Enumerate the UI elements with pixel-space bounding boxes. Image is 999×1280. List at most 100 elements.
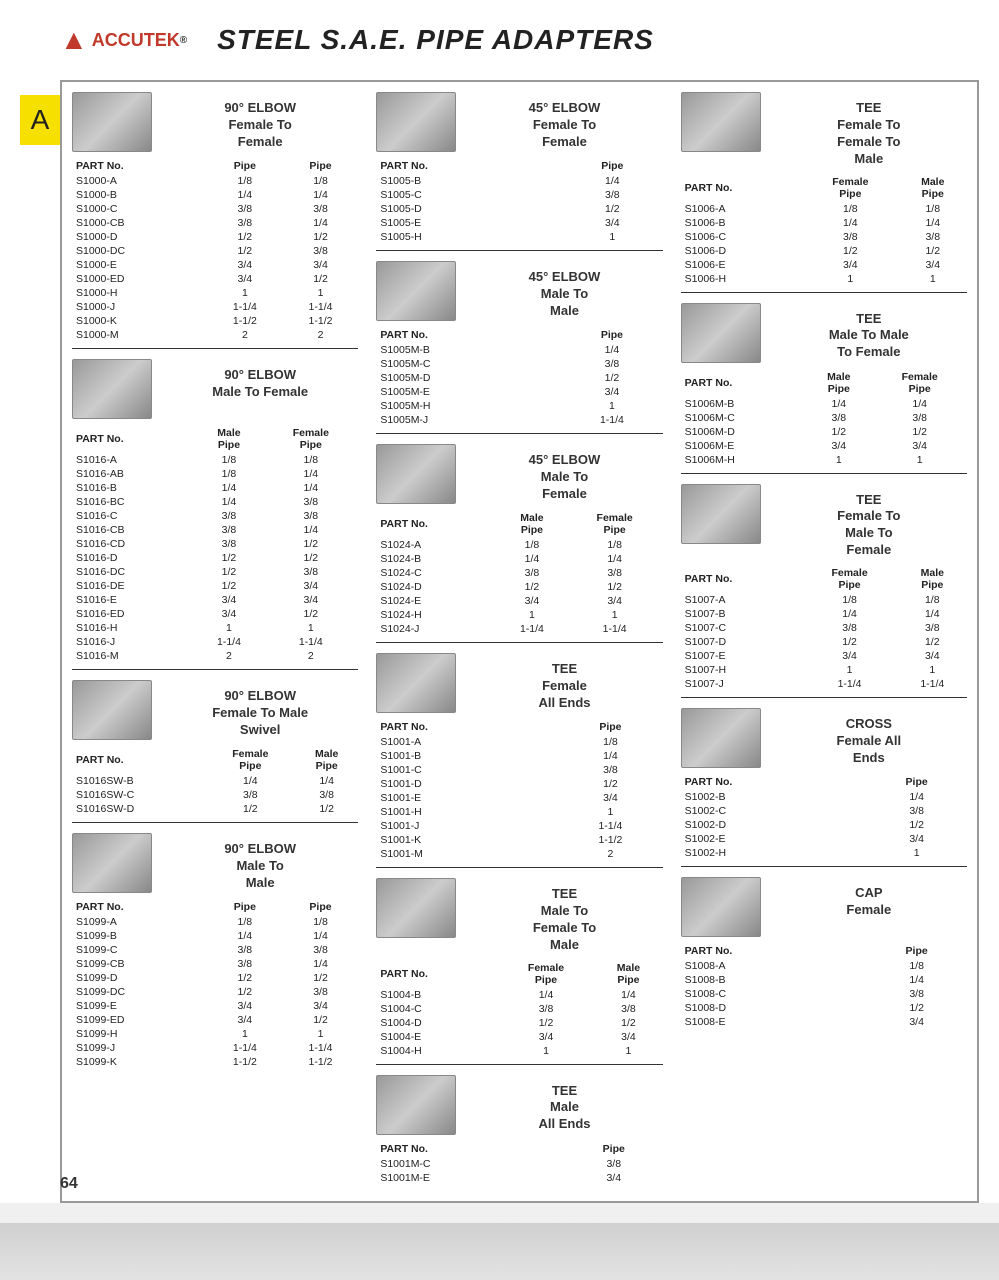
table-cell: 1/8 <box>899 202 967 216</box>
table-row: S1099-ED3/41/2 <box>72 1013 358 1027</box>
table-header: MalePipe <box>497 510 566 538</box>
table-cell: 1 <box>594 1044 662 1058</box>
table-header: PART No. <box>376 719 558 735</box>
product-image <box>681 303 761 363</box>
table-cell: 1/4 <box>206 774 295 788</box>
product-image <box>681 484 761 544</box>
table-cell: S1007-E <box>681 649 802 663</box>
product-title: TEEFemaleAll Ends <box>466 653 662 712</box>
table-cell: 3/4 <box>195 607 264 621</box>
table-cell: 1/8 <box>207 174 283 188</box>
table-header: Pipe <box>866 774 967 790</box>
parts-table: PART No.FemalePipeMalePipeS1006-A1/81/8S… <box>681 174 967 286</box>
product-image <box>376 261 456 321</box>
table-row: S1001-M2 <box>376 847 662 861</box>
table-row: S1000-D1/21/2 <box>72 230 358 244</box>
table-cell: 2 <box>558 847 662 861</box>
table-cell: S1016SW-D <box>72 802 206 816</box>
table-row: S1004-E3/43/4 <box>376 1030 662 1044</box>
table-row: S1007-C3/83/8 <box>681 621 967 635</box>
table-row: S1002-D1/2 <box>681 818 967 832</box>
table-cell: S1099-DC <box>72 985 207 999</box>
table-cell: S1008-C <box>681 987 867 1001</box>
table-row: S1004-D1/21/2 <box>376 1016 662 1030</box>
table-cell: S1000-J <box>72 300 207 314</box>
table-cell: S1099-C <box>72 943 207 957</box>
table-row: S1099-D1/21/2 <box>72 971 358 985</box>
table-cell: 1/4 <box>899 216 967 230</box>
table-cell: 1/4 <box>898 607 967 621</box>
table-row: S1007-B1/41/4 <box>681 607 967 621</box>
table-cell: 3/8 <box>263 565 358 579</box>
table-cell: 1 <box>802 663 898 677</box>
table-row: S1016-M22 <box>72 649 358 663</box>
table-row: S1008-A1/8 <box>681 959 967 973</box>
table-row: S1024-C3/83/8 <box>376 566 662 580</box>
table-cell: S1006M-D <box>681 425 806 439</box>
table-cell: 2 <box>283 328 359 342</box>
table-cell: 1/8 <box>195 467 264 481</box>
table-cell: 3/4 <box>898 649 967 663</box>
table-cell: 3/8 <box>866 987 967 1001</box>
product-title: 90° ELBOWFemale To MaleSwivel <box>162 680 358 739</box>
table-cell: S1016-A <box>72 453 195 467</box>
table-row: S1099-B1/41/4 <box>72 929 358 943</box>
table-cell: S1004-D <box>376 1016 497 1030</box>
table-cell: S1007-C <box>681 621 802 635</box>
table-cell: 1/4 <box>195 481 264 495</box>
parts-table: PART No.MalePipeFemalePipeS1006M-B1/41/4… <box>681 369 967 467</box>
table-header: FemalePipe <box>802 565 898 593</box>
table-cell: 1/4 <box>263 523 358 537</box>
product-title: TEEFemale ToFemale ToMale <box>771 92 967 168</box>
table-cell: 1/8 <box>207 915 283 929</box>
table-header: PART No. <box>681 943 867 959</box>
table-cell: S1001-H <box>376 805 558 819</box>
table-cell: 1/2 <box>207 244 283 258</box>
table-cell: 1/4 <box>283 216 359 230</box>
registered-mark: ® <box>180 35 187 46</box>
table-cell: 1-1/4 <box>263 635 358 649</box>
table-row: S1006-H11 <box>681 272 967 286</box>
table-cell: 1/2 <box>283 971 359 985</box>
table-cell: S1008-B <box>681 973 867 987</box>
table-row: S1001-E3/4 <box>376 791 662 805</box>
table-cell: 3/8 <box>283 244 359 258</box>
table-cell: S1099-B <box>72 929 207 943</box>
table-cell: S1004-E <box>376 1030 497 1044</box>
table-cell: 3/4 <box>263 593 358 607</box>
table-row: S1016-CD3/81/2 <box>72 537 358 551</box>
table-row: S1024-B1/41/4 <box>376 552 662 566</box>
table-cell: S1007-H <box>681 663 802 677</box>
table-cell: 1 <box>207 1027 283 1041</box>
table-cell: S1024-H <box>376 608 497 622</box>
product-image <box>681 92 761 152</box>
table-cell: S1001-C <box>376 763 558 777</box>
product-block: TEEFemale ToFemale ToMalePART No.FemaleP… <box>681 92 967 293</box>
product-block: TEEMale To MaleTo FemalePART No.MalePipe… <box>681 303 967 474</box>
product-block: TEEMaleAll EndsPART No.PipeS1001M-C3/8S1… <box>376 1075 662 1191</box>
table-row: S1099-J1-1/41-1/4 <box>72 1041 358 1055</box>
content-frame: 90° ELBOWFemale ToFemalePART No.PipePipe… <box>60 80 979 1203</box>
table-cell: 3/4 <box>866 832 967 846</box>
table-row: S1001-A1/8 <box>376 735 662 749</box>
catalog-page: ▲ ACCUTEK® STEEL S.A.E. PIPE ADAPTERS A … <box>0 0 999 1203</box>
table-cell: 3/4 <box>283 999 359 1013</box>
table-cell: 1/8 <box>866 959 967 973</box>
table-row: S1001-H1 <box>376 805 662 819</box>
table-cell: 1 <box>561 399 662 413</box>
table-cell: S1024-J <box>376 622 497 636</box>
table-cell: 3/4 <box>263 579 358 593</box>
table-cell: S1008-A <box>681 959 867 973</box>
table-cell: 3/8 <box>565 1157 663 1171</box>
table-row: S1006-A1/81/8 <box>681 202 967 216</box>
parts-table: PART No.PipeS1001-A1/8S1001-B1/4S1001-C3… <box>376 719 662 861</box>
table-header: FemalePipe <box>802 174 898 202</box>
table-cell: S1001-B <box>376 749 558 763</box>
table-cell: 1/4 <box>802 216 898 230</box>
table-row: S1006-B1/41/4 <box>681 216 967 230</box>
table-cell: 1-1/4 <box>207 300 283 314</box>
table-header: PART No. <box>681 774 867 790</box>
table-cell: 3/8 <box>283 202 359 216</box>
table-row: S1006M-D1/21/2 <box>681 425 967 439</box>
table-row: S1007-D1/21/2 <box>681 635 967 649</box>
